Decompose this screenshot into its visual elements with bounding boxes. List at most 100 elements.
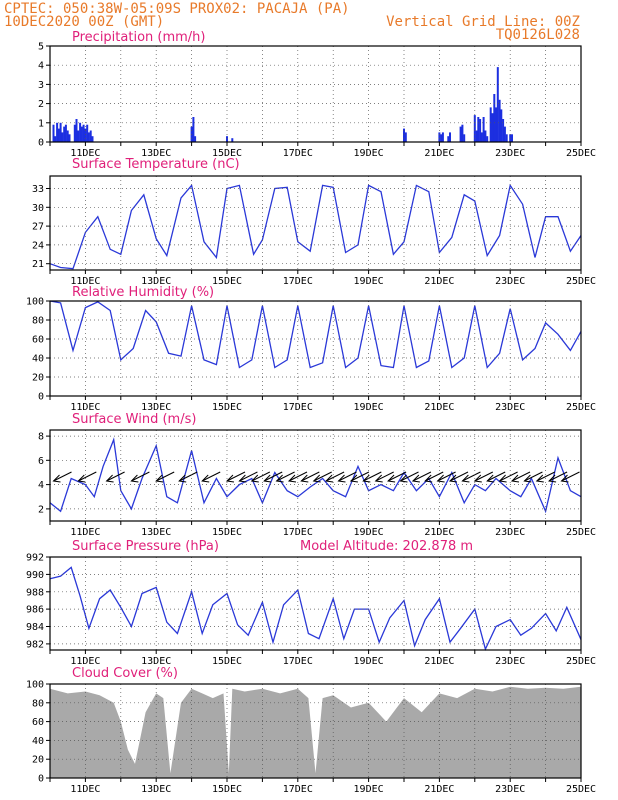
wind-arrow-head: [201, 474, 210, 483]
wind-arrow-shaft: [276, 471, 295, 482]
wind-arrow-head: [287, 474, 297, 483]
rh-xtick-label: 15DEC: [212, 402, 242, 413]
press-annotation: Model Altitude: 202.878 m: [300, 539, 473, 554]
wind-arrow-shaft: [424, 471, 444, 482]
cloud-title: Cloud Cover (%): [72, 666, 178, 681]
precip-bar: [84, 128, 87, 142]
wind-arrow-head: [461, 474, 470, 483]
cloud-cover-panel: Cloud Cover (%) 0 20 40 60 80 100 11DEC 13DEC 15D…: [26, 666, 596, 795]
wind-direction-arrow: [486, 471, 506, 483]
wind-arrow-shaft: [561, 471, 580, 482]
precip-bar: [480, 132, 483, 142]
precip-bar: [77, 130, 80, 142]
wind-direction-arrow: [130, 471, 150, 483]
temp-ytick-label: 27: [32, 222, 44, 233]
precip-bar: [493, 94, 496, 142]
wind-arrow-head: [548, 474, 557, 483]
wind-panel: Surface Wind (m/s) 2 4 6 8 11DEC 13DEC 15DEC 17D…: [38, 412, 596, 538]
rh-xtick-label: 11DEC: [70, 402, 100, 413]
precip-bar: [194, 136, 197, 142]
wind-arrow-head: [498, 474, 507, 483]
wind-arrow-shaft: [313, 471, 332, 482]
wind-series-line: [49, 437, 582, 514]
press-xtick-label: 21DEC: [424, 656, 454, 667]
precip-bar: [82, 124, 85, 142]
rh-title: Relative Humidity (%): [72, 285, 214, 300]
press-xtick-label: 17DEC: [283, 656, 313, 667]
wind-direction-arrow: [263, 471, 283, 483]
wind-arrow-shaft: [462, 471, 481, 482]
rh-ytick-label: 0: [38, 392, 44, 403]
precip-bar: [449, 132, 451, 142]
wind-arrow-head: [312, 474, 321, 483]
wind-direction-arrow: [238, 471, 258, 483]
precip-bar: [66, 130, 69, 142]
header-model-code: TQ0126L028: [496, 27, 580, 43]
precip-bar: [502, 119, 505, 142]
wind-arrow-shaft: [325, 471, 345, 482]
cloud-ytick-label: 100: [26, 680, 44, 691]
precip-bar: [404, 132, 407, 142]
wind-direction-arrow: [510, 471, 531, 483]
wind-direction-arrow: [473, 471, 494, 483]
temp-frame: [49, 175, 582, 271]
temperature-panel: Surface Temperature (nC) 21 24 27 30 33 11DEC 1…: [32, 157, 596, 287]
wind-arrow-shaft: [155, 471, 175, 482]
precip-bar: [505, 134, 508, 142]
precip-bar: [511, 134, 513, 142]
wind-direction-arrow: [312, 471, 332, 483]
precip-bar: [54, 136, 57, 142]
wind-arrow-shaft: [338, 471, 357, 482]
wind-arrow-head: [130, 474, 139, 483]
precip-bar: [89, 130, 92, 142]
precip-bar: [86, 124, 89, 142]
precip-bar: [473, 115, 476, 142]
press-xtick-label: 23DEC: [495, 656, 525, 667]
wind-arrow-shaft: [301, 471, 320, 482]
wind-arrow-head: [473, 474, 482, 483]
precip-bar: [475, 130, 478, 142]
temp-series-line: [49, 183, 582, 270]
precip-bar: [484, 130, 487, 142]
wind-arrow-shaft: [201, 471, 221, 482]
press-ytick-label: 986: [26, 605, 44, 616]
precip-bar: [61, 132, 64, 142]
rh-ytick-label: 60: [32, 335, 44, 346]
wind-arrow-head: [362, 474, 371, 483]
precip-bar: [479, 119, 482, 142]
wind-arrow-head: [105, 474, 114, 483]
wind-arrow-head: [250, 474, 259, 483]
precip-bar: [495, 107, 497, 142]
wind-direction-arrow: [349, 471, 370, 483]
temp-ytick-label: 30: [32, 203, 44, 214]
wind-arrow-shaft: [524, 471, 543, 482]
precip-bar: [52, 124, 55, 142]
wind-arrow-shaft: [226, 471, 246, 482]
wind-direction-arrow: [535, 471, 556, 483]
cloud-xtick-label: 13DEC: [141, 784, 171, 795]
wind-arrow-head: [155, 474, 164, 483]
wind-arrow-shaft: [251, 471, 271, 482]
wind-arrow-shaft: [375, 471, 394, 482]
wind-direction-arrow: [155, 471, 175, 483]
wind-direction-arrow: [362, 471, 382, 483]
precip-ytick-label: 4: [38, 61, 44, 72]
temp-xtick-label: 21DEC: [424, 276, 454, 287]
cloud-ytick-label: 80: [32, 698, 44, 709]
precip-bar: [463, 134, 466, 142]
precip-bar: [498, 99, 501, 142]
precip-bar: [63, 126, 66, 142]
wind-ytick-label: 6: [38, 456, 44, 467]
rh-ytick-label: 40: [32, 354, 44, 365]
wind-arrow-shaft: [474, 471, 494, 482]
precip-xtick-label: 21DEC: [424, 148, 454, 159]
wind-direction-arrow: [337, 471, 357, 483]
wind-frame: [49, 429, 582, 522]
wind-arrow-shaft: [78, 471, 97, 482]
wind-direction-arrow: [560, 471, 580, 483]
press-ytick-label: 984: [26, 622, 44, 633]
precip-frame: [49, 45, 582, 143]
precip-bar: [68, 134, 71, 142]
cloud-xtick-label: 25DEC: [566, 784, 596, 795]
press-xtick-label: 15DEC: [212, 656, 242, 667]
